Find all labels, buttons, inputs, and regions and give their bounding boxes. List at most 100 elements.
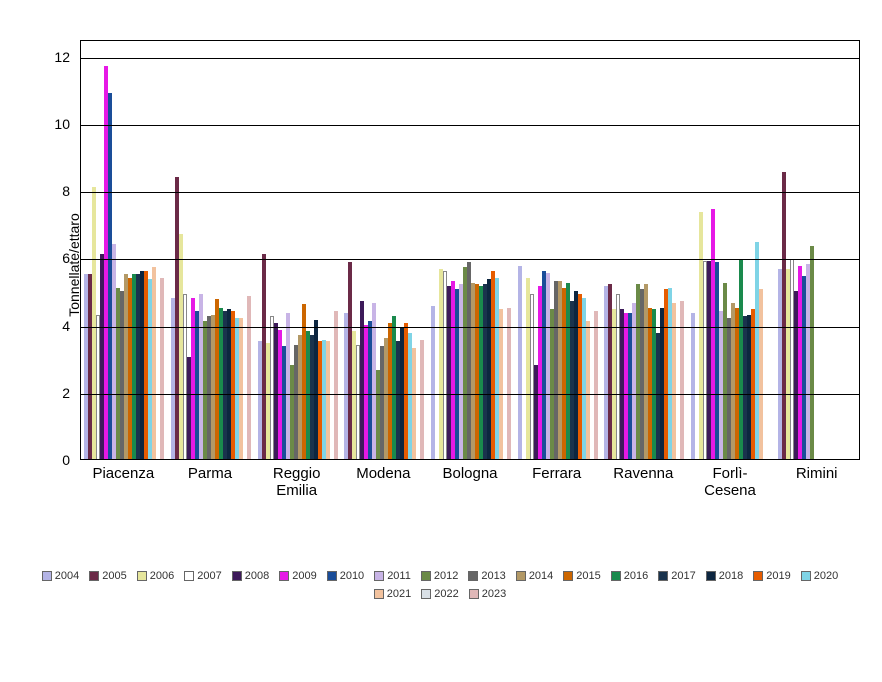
gridline (81, 192, 859, 193)
legend-swatch (421, 589, 431, 599)
gridline (81, 125, 859, 126)
legend-label: 2017 (671, 570, 695, 582)
bar (247, 296, 251, 459)
x-tick-label: Forlì- Cesena (704, 465, 756, 500)
bar (499, 309, 503, 459)
gridline (81, 259, 859, 260)
bar (239, 318, 243, 459)
legend-label: 2021 (387, 588, 411, 600)
legend-label: 2006 (150, 570, 174, 582)
bar (431, 306, 435, 459)
legend-swatch (89, 571, 99, 581)
legend-label: 2011 (387, 570, 411, 582)
legend-label: 2015 (576, 570, 600, 582)
legend-label: 2012 (434, 570, 458, 582)
legend-label: 2020 (814, 570, 838, 582)
x-tick-label: Modena (356, 465, 410, 482)
legend-item: 2014 (516, 570, 553, 582)
x-tick-label: Bologna (442, 465, 497, 482)
legend-swatch (232, 571, 242, 581)
legend-swatch (42, 571, 52, 581)
legend-item: 2020 (801, 570, 838, 582)
legend-label: 2005 (102, 570, 126, 582)
legend-label: 2009 (292, 570, 316, 582)
legend-label: 2008 (245, 570, 269, 582)
legend-swatch (563, 571, 573, 581)
gridline (81, 58, 859, 59)
legend-item: 2017 (658, 570, 695, 582)
gridline (81, 327, 859, 328)
plot-area (80, 40, 860, 460)
bar (412, 348, 416, 459)
legend-item: 2005 (89, 570, 126, 582)
legend-swatch (753, 571, 763, 581)
legend-item: 2004 (42, 570, 79, 582)
legend-swatch (279, 571, 289, 581)
x-tick-label: Ravenna (613, 465, 673, 482)
legend-label: 2013 (481, 570, 505, 582)
y-tick-label: 12 (54, 49, 70, 65)
legend-swatch (611, 571, 621, 581)
legend-label: 2018 (719, 570, 743, 582)
bar (759, 289, 763, 459)
legend-label: 2007 (197, 570, 221, 582)
legend-swatch (184, 571, 194, 581)
x-tick-label: Reggio Emilia (273, 465, 321, 500)
y-tick-label: 0 (62, 452, 70, 468)
legend-item: 2007 (184, 570, 221, 582)
legend-label: 2016 (624, 570, 648, 582)
legend-item: 2015 (563, 570, 600, 582)
legend-item: 2011 (374, 570, 411, 582)
x-tick-label: Parma (188, 465, 232, 482)
legend-swatch (516, 571, 526, 581)
bar (420, 340, 424, 459)
bars-layer (81, 41, 859, 459)
legend-item: 2008 (232, 570, 269, 582)
legend-swatch (706, 571, 716, 581)
y-tick-label: 6 (62, 250, 70, 266)
legend-swatch (468, 571, 478, 581)
bar (326, 341, 330, 459)
y-tick-label: 4 (62, 318, 70, 334)
legend-item: 2022 (421, 588, 458, 600)
legend-swatch (658, 571, 668, 581)
legend-item: 2006 (137, 570, 174, 582)
legend-swatch (421, 571, 431, 581)
legend-swatch (374, 571, 384, 581)
legend-swatch (374, 589, 384, 599)
bar (160, 278, 164, 459)
legend-swatch (801, 571, 811, 581)
legend-item: 2021 (374, 588, 411, 600)
bar (680, 301, 684, 459)
bar (518, 266, 522, 459)
bar (594, 311, 598, 459)
yield-chart: Tonnellate/ettaro 024681012PiacenzaParma… (80, 40, 860, 490)
y-tick-label: 8 (62, 183, 70, 199)
bar (507, 308, 511, 459)
bar (152, 267, 156, 459)
bar (810, 246, 814, 459)
legend-item: 2016 (611, 570, 648, 582)
legend-label: 2014 (529, 570, 553, 582)
y-tick-label: 10 (54, 116, 70, 132)
bar (334, 311, 338, 459)
gridline (81, 394, 859, 395)
bar (691, 313, 695, 459)
legend-label: 2019 (766, 570, 790, 582)
legend-label: 2010 (340, 570, 364, 582)
legend-label: 2023 (482, 588, 506, 600)
legend-item: 2018 (706, 570, 743, 582)
legend-swatch (327, 571, 337, 581)
legend-item: 2019 (753, 570, 790, 582)
legend-item: 2013 (468, 570, 505, 582)
x-tick-label: Rimini (796, 465, 838, 482)
x-tick-label: Ferrara (532, 465, 581, 482)
legend-item: 2023 (469, 588, 506, 600)
x-tick-label: Piacenza (92, 465, 154, 482)
legend: 2004 2005 2006 2007 2008 2009 2010 2011 2012 2013… (40, 570, 840, 600)
legend-swatch (469, 589, 479, 599)
legend-item: 2012 (421, 570, 458, 582)
legend-label: 2022 (434, 588, 458, 600)
legend-item: 2010 (327, 570, 364, 582)
legend-label: 2004 (55, 570, 79, 582)
